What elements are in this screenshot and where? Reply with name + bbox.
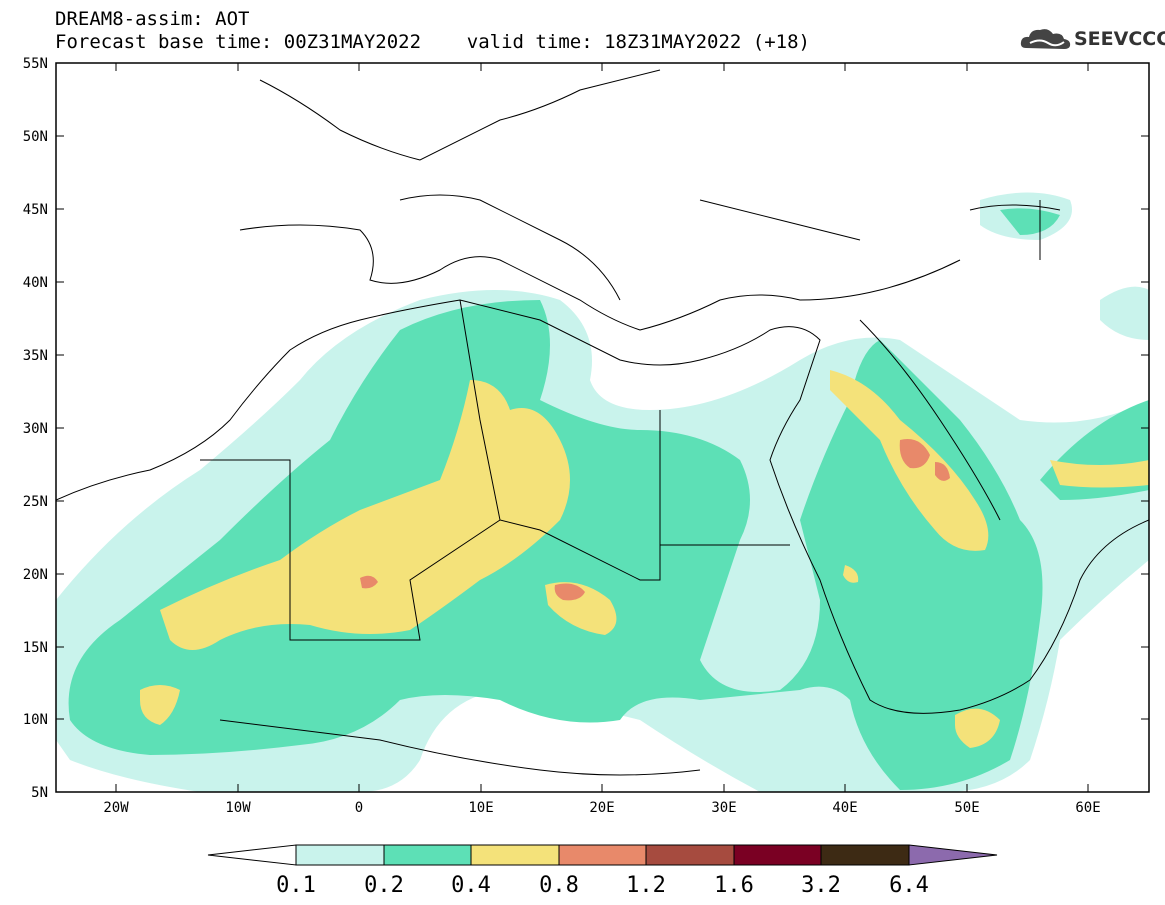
coastlines — [56, 69, 1149, 776]
cloud-icon — [1020, 29, 1071, 49]
lon-label: 10W — [225, 800, 251, 816]
seevccc-logo: SEEVCCC — [1018, 24, 1165, 54]
title-line-1: DREAM8-assim: AOT — [55, 8, 250, 30]
colorbar-label: 0.2 — [364, 873, 404, 898]
lat-label: 20N — [23, 567, 48, 583]
lon-label: 50E — [954, 800, 979, 816]
longitude-axis: 20W 10W 0 10E 20E 30E 40E 50E 60E — [103, 63, 1101, 816]
lat-label: 45N — [23, 202, 48, 218]
colorbar-label: 0.8 — [539, 873, 579, 898]
lat-label: 25N — [23, 494, 48, 510]
colorbar-swatch — [383, 844, 472, 866]
colorbar-swatch — [558, 844, 647, 866]
latitude-axis: 55N 50N 45N 40N 35N 30N 25N 20N 15N 10N … — [23, 56, 1149, 801]
lon-label: 30E — [711, 800, 736, 816]
colorbar-label: 0.1 — [276, 873, 316, 898]
colorbar-label: 1.6 — [714, 873, 754, 898]
lat-label: 15N — [23, 640, 48, 656]
colorbar-label: 6.4 — [889, 873, 929, 898]
colorbar-label: 1.2 — [626, 873, 666, 898]
lat-label: 40N — [23, 275, 48, 291]
lon-label: 20E — [589, 800, 614, 816]
colorbar: 0.1 0.2 0.4 0.8 1.2 1.6 3.2 6.4 — [207, 844, 998, 898]
lon-label: 0 — [355, 800, 363, 816]
lat-label: 50N — [23, 129, 48, 145]
colorbar-under-triangle — [207, 844, 297, 866]
aot-band-0.8 — [360, 439, 950, 601]
colorbar-swatch — [295, 844, 385, 866]
logo-text: SEEVCCC — [1074, 28, 1165, 50]
lon-label: 40E — [832, 800, 857, 816]
lon-label: 60E — [1075, 800, 1100, 816]
lat-label: 35N — [23, 348, 48, 364]
colorbar-over-triangle — [908, 844, 998, 866]
colorbar-label: 3.2 — [801, 873, 841, 898]
lat-label: 55N — [23, 56, 48, 72]
lat-label: 10N — [23, 712, 48, 728]
colorbar-swatch — [733, 844, 822, 866]
lat-label: 5N — [31, 785, 48, 801]
title-line-2: Forecast base time: 00Z31MAY2022 valid t… — [55, 31, 810, 53]
lon-label: 10E — [468, 800, 493, 816]
lon-label: 20W — [103, 800, 129, 816]
aot-map: 55N 50N 45N 40N 35N 30N 25N 20N 15N 10N … — [23, 56, 1150, 816]
colorbar-swatch — [470, 844, 560, 866]
colorbar-swatch — [820, 844, 910, 866]
colorbar-label: 0.4 — [451, 873, 491, 898]
colorbar-swatch — [645, 844, 735, 866]
lat-label: 30N — [23, 421, 48, 437]
